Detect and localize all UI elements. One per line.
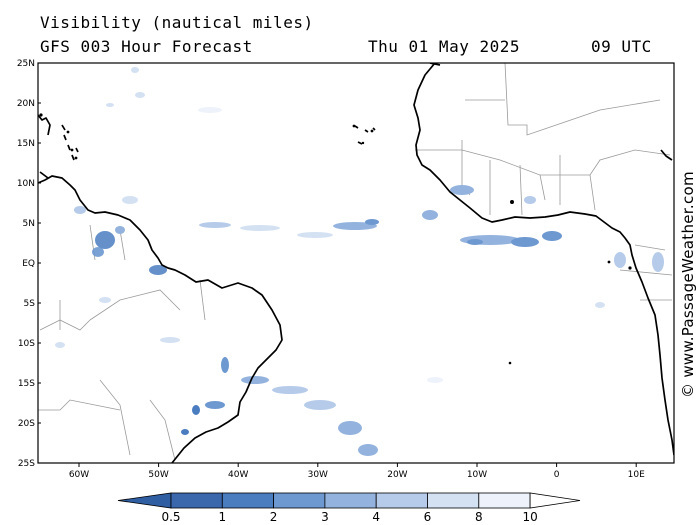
lon-label: 40W xyxy=(228,470,248,480)
latitude-labels: 25N 20N 15N 10N 5N EQ 5S 10S 15S 20S 25S xyxy=(17,59,41,469)
legend-label: 6 xyxy=(424,510,432,524)
lat-label: EQ xyxy=(22,259,35,269)
legend-label: 0.5 xyxy=(161,510,180,524)
legend-label: 2 xyxy=(270,510,278,524)
country-borders xyxy=(38,63,673,461)
lat-label: 15N xyxy=(17,139,35,149)
lon-label: 0 xyxy=(554,470,560,480)
legend-arrow-low xyxy=(117,492,172,509)
lon-label: 10W xyxy=(467,470,487,480)
lon-label: 50W xyxy=(148,470,168,480)
legend-label: 10 xyxy=(522,510,537,524)
lat-label: 25N xyxy=(17,59,35,69)
lon-label: 30W xyxy=(308,470,328,480)
lat-label: 5N xyxy=(23,219,35,229)
lon-label: 60W xyxy=(69,470,89,480)
site-credit: © www.PassageWeather.com xyxy=(679,171,697,398)
coastlines xyxy=(38,63,674,463)
legend-swatch xyxy=(170,492,223,509)
lat-label: 20N xyxy=(17,99,35,109)
legend-label: 4 xyxy=(372,510,380,524)
legend-swatch xyxy=(478,492,531,509)
lon-label: 10E xyxy=(628,470,645,480)
lon-label: 20W xyxy=(387,470,407,480)
lat-label: 5S xyxy=(24,299,36,309)
chart-title: Visibility (nautical miles) xyxy=(40,13,314,32)
map-frame xyxy=(37,62,675,464)
lat-label: 20S xyxy=(18,419,35,429)
legend-label: 3 xyxy=(321,510,329,524)
legend-swatch xyxy=(324,492,377,509)
visibility-shading xyxy=(55,67,664,456)
legend-arrow-high xyxy=(529,492,581,509)
legend-swatch xyxy=(273,492,326,509)
legend-label: 8 xyxy=(475,510,483,524)
visibility-legend: 0.5 1 2 3 4 6 8 10 xyxy=(117,492,581,524)
islands xyxy=(39,113,632,365)
forecast-date: Thu 01 May 2025 xyxy=(368,37,520,56)
legend-swatch xyxy=(375,492,428,509)
lat-label: 15S xyxy=(18,379,35,389)
legend-label: 1 xyxy=(218,510,226,524)
forecast-time: 09 UTC xyxy=(591,37,652,56)
lat-label: 25S xyxy=(18,459,35,469)
longitude-labels: 60W 50W 40W 30W 20W 10W 0 10E xyxy=(69,463,645,480)
legend-swatch xyxy=(427,492,480,509)
legend-swatch xyxy=(221,492,275,509)
lat-label: 10N xyxy=(17,179,35,189)
model-forecast-label: GFS 003 Hour Forecast xyxy=(40,37,253,56)
lat-label: 10S xyxy=(18,339,35,349)
